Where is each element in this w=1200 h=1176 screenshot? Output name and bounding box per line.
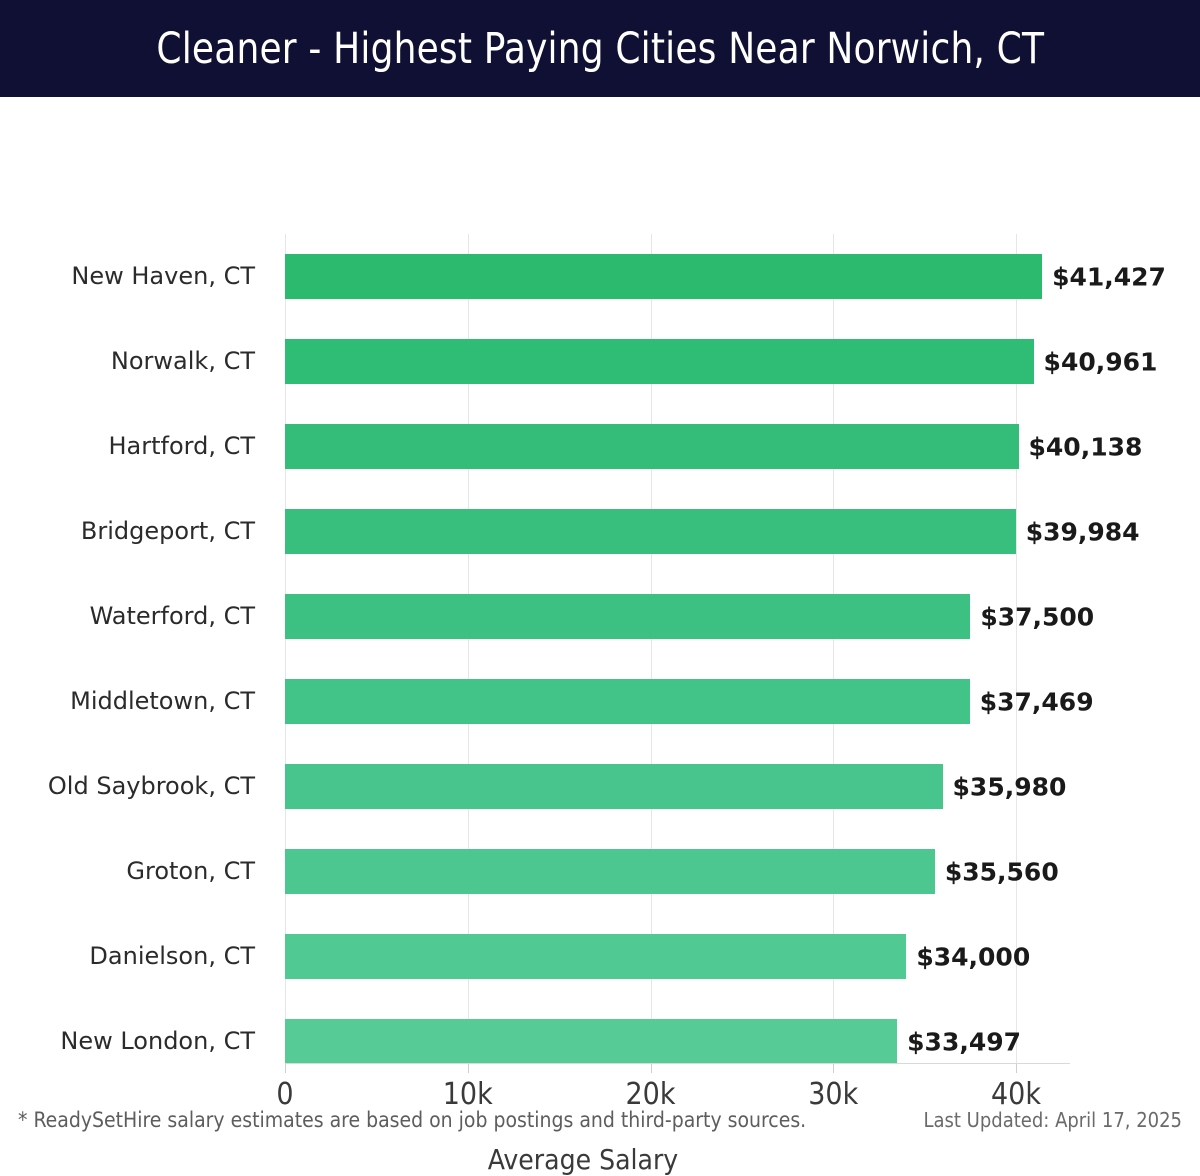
bar[interactable]	[285, 679, 970, 724]
chart-footer: * ReadySetHire salary estimates are base…	[0, 1108, 1200, 1158]
x-tick-label: 40k	[991, 1077, 1041, 1112]
bar-value-label: $39,984	[1025, 517, 1140, 546]
x-tick-label: 20k	[625, 1077, 676, 1112]
tick-mark	[833, 1064, 835, 1073]
bar-row: $40,961	[285, 339, 1157, 384]
footer-last-updated: Last Updated: April 17, 2025	[923, 1108, 1183, 1132]
bar[interactable]	[285, 424, 1019, 469]
page-title: Cleaner - Highest Paying Cities Near Nor…	[156, 23, 1044, 74]
chart-canvas: New Haven, CT Norwalk, CT Hartford, CT Brid…	[0, 97, 1200, 1176]
x-tick-label: 10k	[442, 1077, 493, 1112]
bar-row: $33,497	[285, 1019, 1070, 1064]
y-axis-label: Old Saybrook, CT	[47, 772, 255, 800]
bar[interactable]	[285, 254, 1043, 299]
x-tick-label: 30k	[808, 1077, 859, 1112]
x-axis-tick-labels: 0 10k 20k 30k 40k	[0, 1077, 1200, 1123]
bar-row: $39,984	[285, 509, 1140, 554]
x-tick-label: 0	[276, 1077, 294, 1112]
bar[interactable]	[285, 594, 971, 639]
plot-area: $41,427 $40,961 $40,138 $39,984 $37,500 $37,4…	[285, 234, 1166, 1073]
tick-mark	[1016, 1064, 1017, 1073]
bar-value-label: $37,500	[980, 602, 1095, 631]
bar-row: $37,500	[285, 594, 1094, 639]
y-axis-label: Waterford, CT	[89, 602, 255, 630]
bar-value-label: $41,427	[1052, 262, 1166, 291]
bar[interactable]	[285, 934, 907, 979]
y-axis-category-labels: New Haven, CT Norwalk, CT Hartford, CT Brid…	[15, 234, 270, 1064]
y-axis-label: Middletown, CT	[70, 687, 255, 715]
gridline	[467, 234, 469, 1064]
bar-row: $34,000	[285, 934, 1070, 979]
bar-value-label: $35,980	[952, 772, 1067, 801]
tick-mark	[467, 1064, 469, 1073]
bar-value-label: $34,000	[916, 942, 1031, 971]
gridline	[285, 234, 286, 1064]
footer-disclaimer: * ReadySetHire salary estimates are base…	[18, 1108, 807, 1132]
y-axis-label: Danielson, CT	[89, 942, 255, 970]
chart-header: Cleaner - Highest Paying Cities Near Nor…	[0, 0, 1200, 97]
bar-value-label: $33,497	[907, 1027, 1022, 1056]
bar-value-label: $40,961	[1043, 347, 1158, 376]
bar-row: $35,560	[285, 849, 1070, 894]
y-axis-label: Hartford, CT	[108, 432, 255, 460]
bar-value-label: $40,138	[1028, 432, 1143, 461]
bar[interactable]	[285, 339, 1034, 384]
bar[interactable]	[285, 509, 1016, 554]
y-axis-label: Bridgeport, CT	[80, 517, 255, 545]
bar-value-label: $37,469	[979, 687, 1094, 716]
bar-row: $41,427	[285, 254, 1166, 299]
bar-row: $35,980	[285, 764, 1070, 809]
x-axis-line	[285, 1063, 1070, 1064]
bar-row: $40,138	[285, 424, 1142, 469]
bar-row: $37,469	[285, 679, 1094, 724]
y-axis-label: Groton, CT	[126, 857, 255, 885]
bar[interactable]	[285, 849, 935, 894]
y-axis-label: Norwalk, CT	[110, 347, 255, 375]
tick-mark	[285, 1064, 286, 1073]
bar[interactable]	[285, 1019, 898, 1064]
bar-value-label: $35,560	[944, 857, 1059, 886]
y-axis-label: New London, CT	[60, 1027, 255, 1055]
gridline	[833, 234, 835, 1064]
y-axis-label: New Haven, CT	[71, 262, 255, 290]
bar[interactable]	[285, 764, 943, 809]
gridline	[1016, 234, 1017, 1064]
gridline	[650, 234, 652, 1064]
tick-mark	[650, 1064, 652, 1073]
